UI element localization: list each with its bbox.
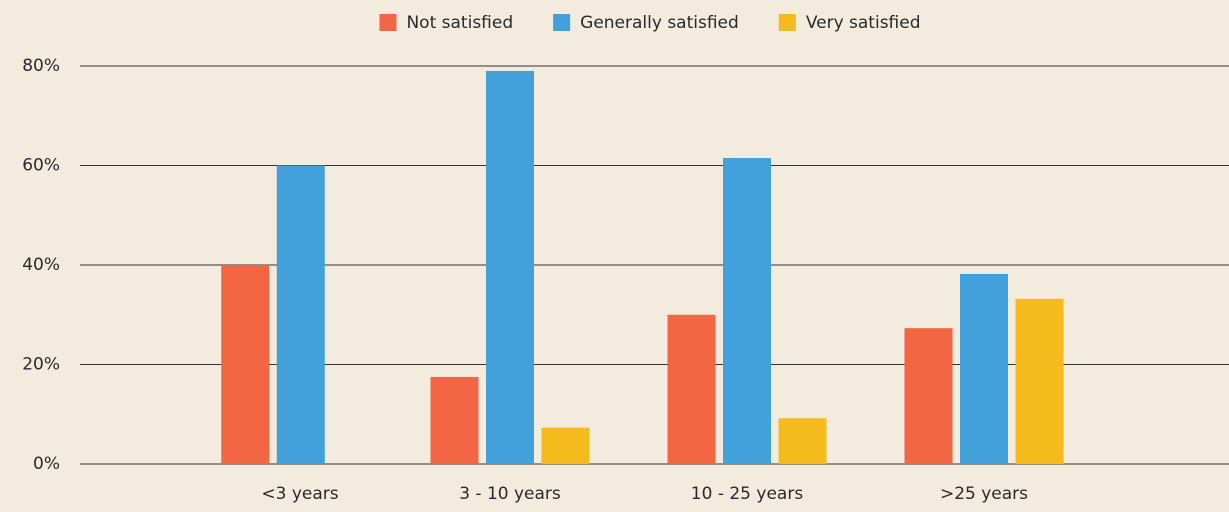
y-tick-label: 20%: [22, 355, 60, 375]
x-tick-label: <3 years: [261, 484, 338, 504]
y-tick-label: 40%: [22, 255, 60, 275]
x-tick-label: >25 years: [940, 484, 1028, 504]
legend-swatch: [553, 14, 571, 31]
bar: [667, 314, 716, 464]
legend-swatch: [778, 14, 796, 31]
y-tick-label: 80%: [22, 56, 60, 76]
legend-swatch: [379, 14, 397, 31]
bar: [276, 165, 325, 464]
bar: [430, 376, 479, 464]
bar: [723, 158, 771, 464]
bar: [541, 427, 590, 464]
bar: [1015, 298, 1064, 464]
legend-label: Not satisfied: [406, 13, 513, 33]
bar: [960, 273, 1008, 464]
y-tick-label: 0%: [33, 454, 60, 474]
y-tick-label: 60%: [22, 156, 60, 176]
x-tick-label: 10 - 25 years: [691, 484, 804, 504]
bar: [904, 328, 953, 464]
bar: [486, 70, 534, 464]
legend-label: Very satisfied: [806, 13, 921, 33]
legend-label: Generally satisfied: [580, 13, 739, 33]
bar: [778, 418, 827, 464]
x-tick-label: 3 - 10 years: [459, 484, 561, 504]
bar: [221, 265, 270, 464]
